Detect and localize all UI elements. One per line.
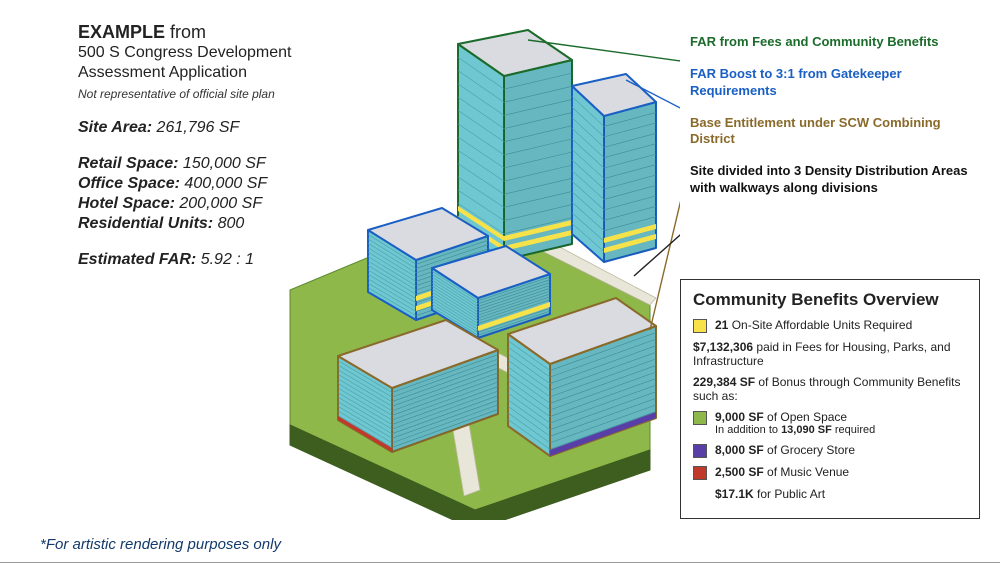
benefit-grocery: 8,000 SF of Grocery Store [693, 443, 967, 458]
building-massing-diagram [220, 20, 680, 520]
callout-density-areas: Site divided into 3 Density Distribution… [690, 163, 970, 196]
swatch-red-icon [693, 466, 707, 480]
benefit-music: 2,500 SF of Music Venue [693, 465, 967, 480]
callout-far-boost: FAR Boost to 3:1 from Gatekeeper Require… [690, 66, 970, 99]
swatch-yellow-icon [693, 319, 707, 333]
benefits-heading: Community Benefits Overview [693, 290, 967, 310]
benefit-open-space: 9,000 SF of Open Space In addition to 13… [693, 410, 967, 436]
benefit-public-art: $17.1K for Public Art [715, 487, 967, 501]
title-bold: EXAMPLE [78, 22, 165, 42]
callout-far-fees: FAR from Fees and Community Benefits [690, 34, 970, 50]
swatch-green-icon [693, 411, 707, 425]
benefit-fees: $7,132,306 paid in Fees for Housing, Par… [693, 340, 967, 368]
footnote: *For artistic rendering purposes only [40, 536, 281, 553]
diagram-svg [220, 20, 680, 520]
swatch-purple-icon [693, 444, 707, 458]
title-rest: from [165, 22, 206, 42]
benefit-affordable-units: 21 On-Site Affordable Units Required [693, 318, 967, 333]
benefit-bonus-sf: 229,384 SF of Bonus through Community Be… [693, 375, 967, 403]
callout-labels: FAR from Fees and Community Benefits FAR… [690, 34, 970, 212]
callout-base-entitlement: Base Entitlement under SCW Combining Dis… [690, 115, 970, 148]
benefit-open-space-sub: In addition to 13,090 SF required [715, 424, 967, 436]
community-benefits-box: Community Benefits Overview 21 On-Site A… [680, 279, 980, 519]
